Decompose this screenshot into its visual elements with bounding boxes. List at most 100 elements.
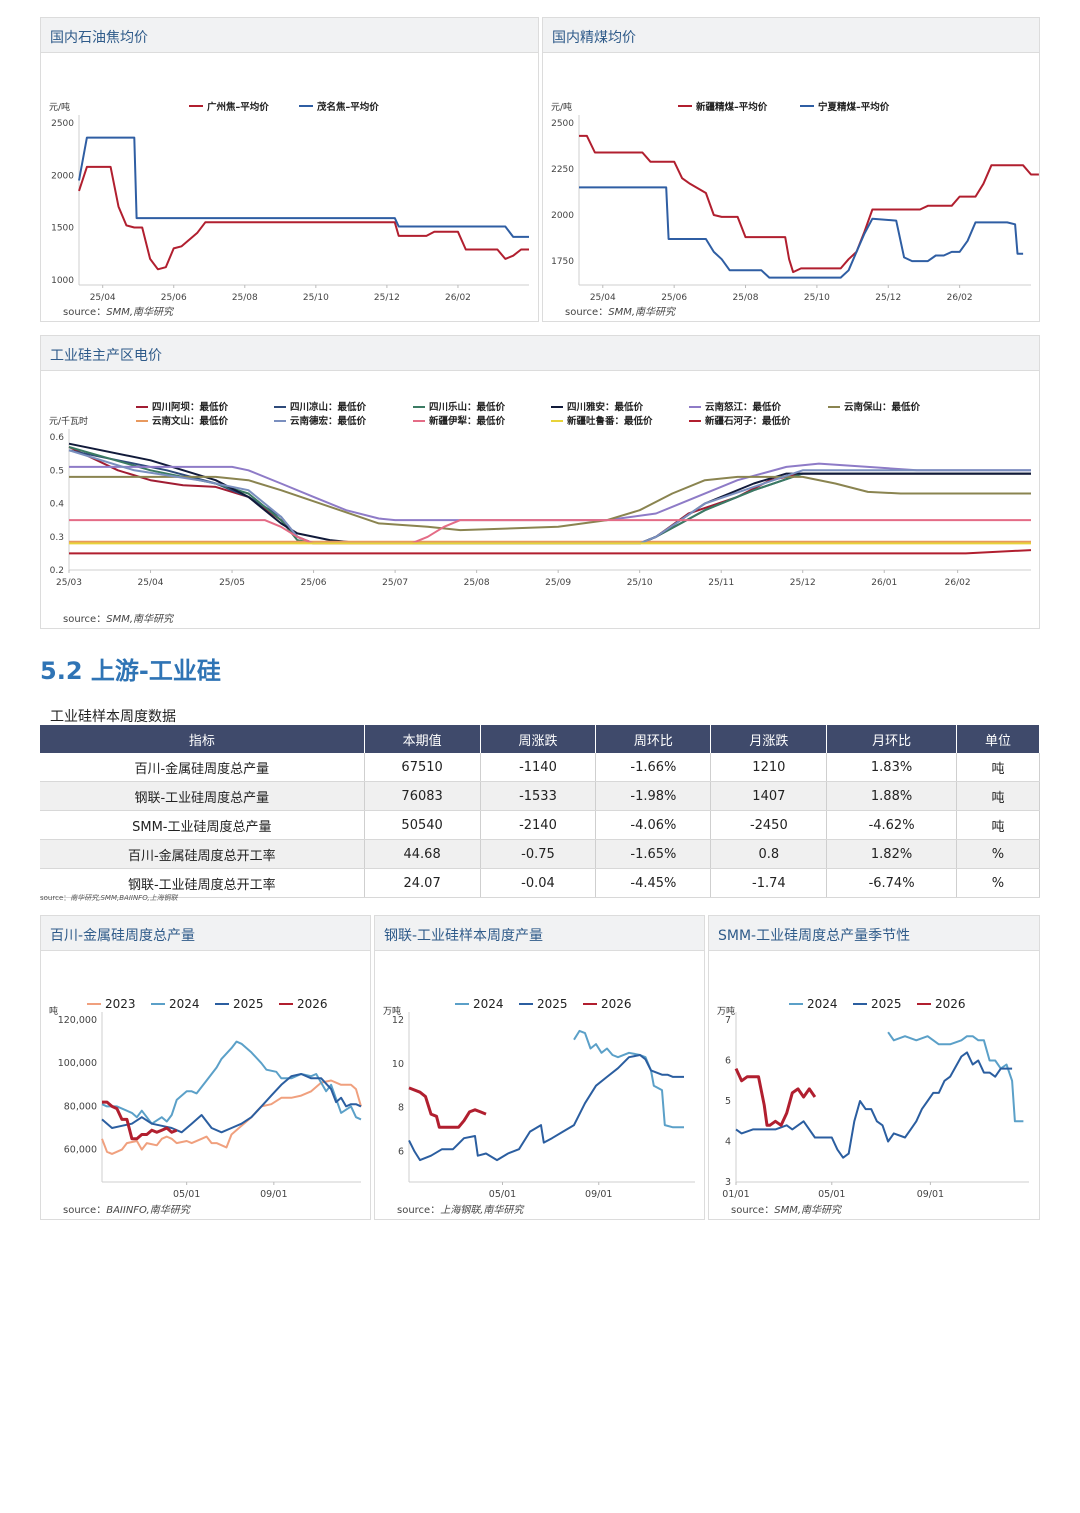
coke-series-line: [78, 136, 529, 238]
coal-x-tick-label: 25/04: [590, 293, 616, 303]
baichuan-y-tick-label: 120,000: [58, 1015, 97, 1026]
header-indicator: 指标: [40, 725, 365, 753]
table-cell: -1.74: [710, 868, 828, 898]
table-row: SMM-工业硅周度总产量 50540 -2140 -4.06% -2450 -4.62% 吨: [40, 810, 1041, 840]
power-legend-label: 四川雅安：最低价: [567, 401, 644, 413]
baichuan-series-line: [101, 1040, 362, 1125]
baichuan-series-line: [101, 1079, 362, 1155]
power-series-line: [69, 549, 1032, 555]
baichuan-legend-label: 2023: [105, 997, 136, 1011]
power-legend-label: 云南德宏：最低价: [290, 415, 367, 427]
smm-x-tick-label: 09/01: [917, 1189, 944, 1200]
coal-unit-label: 元/吨: [551, 101, 572, 113]
coal-x-tick-label: 25/08: [733, 293, 759, 303]
table-cell: 0.8: [710, 839, 828, 869]
coke-x-tick-label: 25/08: [232, 293, 258, 303]
header-monthly-pct: 月环比: [826, 725, 957, 753]
coke-series-line: [78, 165, 529, 271]
table-cell: -4.06%: [595, 810, 712, 840]
power-legend-label: 云南保山：最低价: [844, 401, 921, 413]
coal-x-tick-label: 25/06: [661, 293, 687, 303]
coal-legend-label: 新疆精煤–平均价: [696, 101, 768, 113]
coal-x-tick-label: 25/10: [804, 293, 830, 303]
table-cell: SMM-工业硅周度总产量: [40, 810, 365, 840]
table-cell: 吨: [956, 810, 1041, 840]
table-cell: -0.04: [480, 868, 597, 898]
power-x-tick-label: 25/10: [627, 578, 653, 588]
baichuan-output-title: 百川-金属硅周度总产量: [50, 928, 196, 944]
power-legend-label: 新疆石河子：最低价: [705, 415, 791, 427]
smm-output-panel: SMM-工业硅周度总产量季节性 万吨 3 4 5 6 7 01/01 05/01 09/01 20…: [708, 915, 1040, 1220]
coke-x-tick-label: 25/06: [161, 293, 187, 303]
coal-source-text: SMM,南华研究: [608, 307, 676, 318]
table-cell: -1.98%: [595, 781, 712, 811]
smm-unit-label: 万吨: [717, 1005, 735, 1017]
power-source-text: SMM,南华研究: [106, 614, 174, 625]
coke-price-chart: 元/吨 1000 1500 2000 2500 25/04 25/06 25/08 25/10 2…: [49, 101, 529, 303]
ganglian-unit-label: 万吨: [383, 1005, 401, 1017]
header-monthly-change: 月涨跌: [710, 725, 828, 753]
power-price-chart: 元/千瓦时 0.2 0.3 0.4 0.5 0.6 25/03 25/04 25/05 25/06…: [49, 401, 1032, 588]
baichuan-output-panel: 百川-金属硅周度总产量 吨 60,000 80,000 100,000 120,000 0…: [40, 915, 371, 1220]
table-cell: -4.62%: [826, 810, 957, 840]
table-row: 钢联-工业硅周度总产量 76083 -1533 -1.98% 1407 1.88% 吨: [40, 781, 1041, 811]
baichuan-source-text: BAIINFO,南华研究: [106, 1205, 190, 1216]
coal-series-line: [579, 186, 1024, 279]
ganglian-source-label: source：: [397, 1205, 441, 1216]
coke-y-tick-label: 1500: [51, 224, 74, 234]
power-y-tick-label: 0.4: [50, 500, 65, 510]
coke-x-tick-label: 26/02: [445, 293, 471, 303]
smm-x-tick-label: 01/01: [722, 1189, 749, 1200]
table-row: 百川-金属硅周度总开工率 44.68 -0.75 -1.65% 0.8 1.82%%: [40, 839, 1041, 869]
header-weekly-pct: 周环比: [595, 725, 712, 753]
coal-price-panel: 国内精煤均价 元/吨 1750 2000 2250 2500 25/04 25/06 25/0…: [542, 17, 1040, 322]
ganglian-series-line: [408, 1054, 684, 1162]
table-cell: 76083: [364, 781, 481, 811]
ganglian-series-line: [408, 1086, 487, 1129]
smm-legend-label: 2025: [871, 997, 902, 1011]
ganglian-x-tick-label: 09/01: [585, 1189, 612, 1200]
baichuan-x-tick-label: 05/01: [173, 1189, 200, 1200]
ganglian-source-text: 上海钢联,南华研究: [440, 1205, 524, 1216]
ganglian-output-title: 钢联-工业硅样本周度产量: [384, 928, 544, 944]
power-source-label: source：: [63, 614, 107, 625]
table-cell: -1140: [480, 753, 597, 782]
power-price-title: 工业硅主产区电价: [50, 348, 162, 364]
table-cell: -2140: [480, 810, 597, 840]
table-cell: 1.82%: [826, 839, 957, 869]
smm-output-title: SMM-工业硅周度总产量季节性: [718, 928, 911, 944]
power-series-line: [69, 475, 1031, 532]
power-x-tick-label: 25/07: [382, 578, 408, 588]
coal-legend-label: 宁夏精煤–平均价: [818, 101, 890, 113]
coal-source-label: source：: [565, 307, 609, 318]
power-series-line: [68, 446, 1031, 545]
coal-y-tick-label: 2250: [551, 165, 574, 175]
table-source-label: source：: [40, 894, 71, 902]
baichuan-y-tick-label: 80,000: [64, 1101, 97, 1112]
baichuan-source-label: source：: [63, 1205, 107, 1216]
table-cell: 钢联-工业硅周度总产量: [40, 781, 365, 811]
power-series-line: [68, 449, 1031, 545]
power-legend-label: 四川凉山：最低价: [290, 401, 367, 413]
table-cell: 1.88%: [826, 781, 957, 811]
coal-price-title: 国内精煤均价: [552, 30, 636, 46]
power-legend-label: 新疆伊犁：最低价: [429, 415, 506, 427]
coal-y-tick-label: 1750: [551, 257, 574, 267]
power-legend-label: 新疆吐鲁番：最低价: [567, 415, 653, 427]
table-cell: 24.07: [364, 868, 481, 898]
power-unit-label: 元/千瓦时: [49, 415, 88, 427]
weekly-data-table: 指标 本期值 周涨跌 周环比 月涨跌 月环比 单位 百川-金属硅周度总产量 675…: [40, 725, 1041, 898]
coal-series-line: [579, 134, 1039, 274]
baichuan-series-line: [102, 1100, 178, 1141]
power-y-tick-label: 0.2: [50, 566, 64, 576]
table-cell: -1.65%: [595, 839, 712, 869]
smm-legend-label: 2026: [935, 997, 966, 1011]
ganglian-legend-label: 2026: [601, 997, 632, 1011]
baichuan-legend-label: 2026: [297, 997, 328, 1011]
coal-y-tick-label: 2000: [551, 211, 574, 221]
baichuan-y-tick-label: 100,000: [58, 1058, 97, 1069]
table-cell: 吨: [956, 753, 1041, 782]
coal-x-tick-label: 25/12: [875, 293, 901, 303]
power-x-tick-label: 26/02: [945, 578, 971, 588]
power-legend-label: 四川阿坝：最低价: [152, 401, 229, 413]
